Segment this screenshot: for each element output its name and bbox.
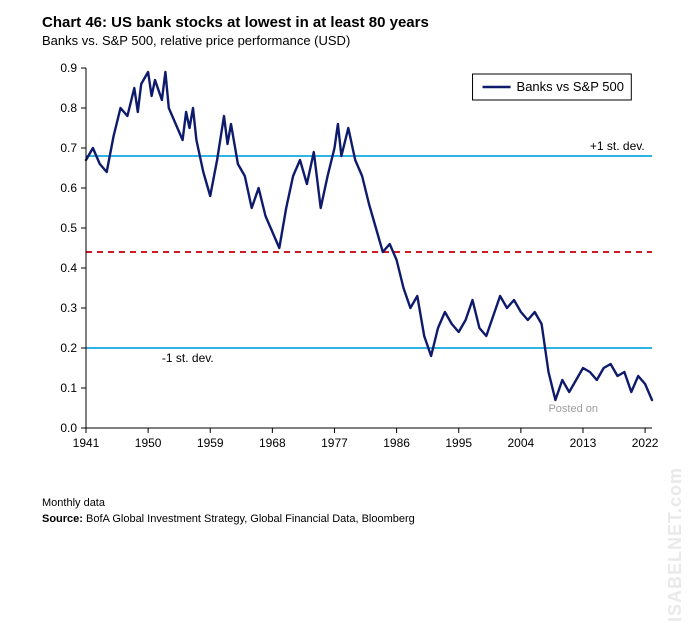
- x-tick-label: 1995: [445, 436, 472, 450]
- y-tick-label: 0.7: [60, 141, 77, 155]
- x-tick-label: 1950: [135, 436, 162, 450]
- posted-on-text: Posted on: [548, 403, 598, 415]
- source-label: Source:: [42, 513, 83, 525]
- y-tick-label: 0.0: [60, 421, 77, 435]
- x-tick-label: 1959: [197, 436, 224, 450]
- chart-frame: Chart 46: US bank stocks at lowest in at…: [0, 0, 700, 537]
- y-tick-label: 0.8: [60, 101, 77, 115]
- y-tick-label: 0.1: [60, 381, 77, 395]
- x-tick-label: 1977: [321, 436, 348, 450]
- chart-title: Chart 46: US bank stocks at lowest in at…: [42, 14, 429, 31]
- legend-label: Banks vs S&P 500: [517, 79, 624, 94]
- source-line: Source: BofA Global Investment Strategy,…: [42, 513, 415, 525]
- y-tick-label: 0.6: [60, 181, 77, 195]
- y-tick-label: 0.5: [60, 221, 77, 235]
- chart-svg: +1 st. dev. -1 st. dev. 0.0 0.1 0.2 0.3 0.4 0.5…: [42, 58, 662, 458]
- x-tick-label: 2004: [508, 436, 535, 450]
- source-text: BofA Global Investment Strategy, Global …: [86, 513, 415, 525]
- reference-label: +1 st. dev.: [590, 139, 645, 153]
- x-tick-label: 2022: [632, 436, 659, 450]
- y-tick-label: 0.4: [60, 261, 77, 275]
- y-tick-label: 0.3: [60, 301, 77, 315]
- x-tick-label: 2013: [570, 436, 597, 450]
- footnote: Monthly data: [42, 497, 105, 509]
- y-tick-label: 0.9: [60, 61, 77, 75]
- plot-area: +1 st. dev. -1 st. dev. 0.0 0.1 0.2 0.3 0.4 0.5…: [42, 58, 662, 458]
- title-block: Chart 46: US bank stocks at lowest in at…: [42, 14, 429, 48]
- chart-subtitle: Banks vs. S&P 500, relative price perfor…: [42, 33, 429, 48]
- y-tick-label: 0.2: [60, 341, 77, 355]
- x-tick-label: 1986: [383, 436, 410, 450]
- x-tick-label: 1968: [259, 436, 286, 450]
- x-tick-label: 1941: [73, 436, 100, 450]
- reference-label: -1 st. dev.: [162, 351, 214, 365]
- watermark: ISABELNET.com: [665, 467, 686, 622]
